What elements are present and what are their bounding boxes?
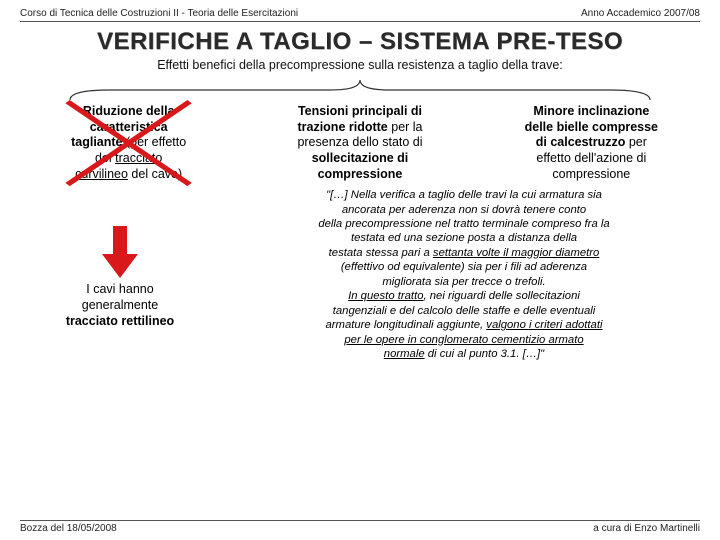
- col1-l4a: del: [95, 151, 115, 165]
- q-l5a: testata stessa pari a: [329, 247, 433, 259]
- q-l12u: normale: [384, 348, 425, 360]
- arrow-down-icon: [100, 226, 140, 280]
- col-2: Tensioni principali di trazione ridotte …: [251, 104, 468, 182]
- col-3: Minore inclinazione delle bielle compres…: [483, 104, 700, 182]
- q-l3: della precompressione nel tratto termina…: [318, 218, 609, 230]
- col3-l5: compressione: [552, 167, 630, 181]
- footer-right: a cura di Enzo Martinelli: [593, 523, 700, 534]
- q-l8u: In questo tratto: [348, 290, 423, 302]
- col3-l2: delle bielle compresse: [525, 120, 658, 134]
- bottom-row: I cavi hanno generalmente tracciato rett…: [20, 188, 700, 361]
- c1s-l2: generalmente: [82, 298, 158, 312]
- brace-connector: [20, 80, 700, 102]
- q-l6: (effettivo od equivalente) sia per i fil…: [341, 261, 587, 273]
- col1-l4u: tracciato: [115, 151, 162, 165]
- col2-l5: compressione: [318, 167, 403, 181]
- footer: Bozza del 18/05/2008 a cura di Enzo Mart…: [20, 520, 700, 534]
- regulation-quote: "[…] Nella verifica a taglio delle travi…: [228, 188, 700, 361]
- page-subtitle: Effetti benefici della precompressione s…: [20, 58, 700, 72]
- q-l8b: , nei riguardi delle sollecitazioni: [424, 290, 580, 302]
- q-l2: ancorata per aderenza non si dovrà tener…: [342, 204, 586, 216]
- col1-l2: caratteristica: [90, 120, 168, 134]
- col2-l3: presenza dello stato di: [297, 135, 422, 149]
- c1s-l3: tracciato rettilineo: [66, 314, 174, 328]
- col-1: Riduzione della caratteristica tagliante…: [20, 104, 237, 182]
- q-l9: tangenziali e del calcolo delle staffe e…: [333, 305, 596, 317]
- col2-l4: sollecitazione di: [312, 151, 409, 165]
- header-left: Corso di Tecnica delle Costruzioni II - …: [20, 8, 298, 19]
- q-open: "[…] Nella verifica a taglio delle travi…: [326, 189, 602, 201]
- footer-left: Bozza del 18/05/2008: [20, 523, 117, 534]
- q-l10u: valgono i criteri adottati: [486, 319, 602, 331]
- col3-l3b: di calcestruzzo: [536, 135, 626, 149]
- q-l11u: per le opere in conglomerato cementizio …: [344, 334, 583, 346]
- q-l5u: settanta volte il maggior diametro: [433, 247, 599, 259]
- col2-l2b: trazione ridotte: [297, 120, 387, 134]
- col1-conclusion: I cavi hanno generalmente tracciato rett…: [30, 282, 210, 329]
- effects-columns: Riduzione della caratteristica tagliante…: [20, 104, 700, 182]
- col1-l5u: curvilineo: [75, 167, 128, 181]
- header: Corso di Tecnica delle Costruzioni II - …: [20, 8, 700, 22]
- col3-l4: effetto dell'azione di: [536, 151, 646, 165]
- col1-l3b: tagliante: [71, 135, 122, 149]
- col3-l1: Minore inclinazione: [533, 104, 649, 118]
- page-title: VERIFICHE A TAGLIO – SISTEMA PRE-TESO: [20, 28, 700, 56]
- col2-l1: Tensioni principali di: [298, 104, 422, 118]
- col1-l5n: del cavo): [128, 167, 182, 181]
- col1-l3n: (per effetto: [126, 135, 186, 149]
- col2-l2n: per la: [388, 120, 423, 134]
- col3-l3n: per: [625, 135, 647, 149]
- header-right: Anno Accademico 2007/08: [581, 8, 700, 19]
- col1-l1: Riduzione della: [83, 104, 175, 118]
- q-l10a: armature longitudinali aggiunte,: [326, 319, 487, 331]
- q-l4: testata ed una sezione posta a distanza …: [351, 232, 577, 244]
- q-l12b: di cui al punto 3.1. […]": [425, 348, 545, 360]
- q-l7: migliorata sia per trecce o trefoli.: [382, 276, 545, 288]
- c1s-l1: I cavi hanno: [86, 282, 153, 296]
